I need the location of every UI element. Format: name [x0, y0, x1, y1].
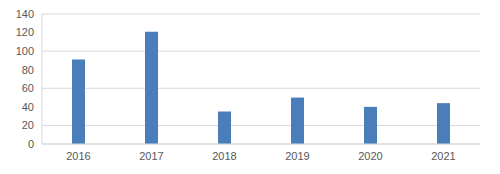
svg-text:40: 40 [22, 101, 34, 113]
svg-text:120: 120 [16, 26, 34, 38]
svg-text:2021: 2021 [431, 150, 455, 162]
svg-text:140: 140 [16, 8, 34, 20]
svg-text:2017: 2017 [139, 150, 163, 162]
svg-text:60: 60 [22, 82, 34, 94]
svg-text:0: 0 [28, 138, 34, 150]
svg-text:2019: 2019 [285, 150, 309, 162]
svg-text:2020: 2020 [358, 150, 382, 162]
svg-text:80: 80 [22, 64, 34, 76]
svg-text:2016: 2016 [66, 150, 90, 162]
svg-text:2018: 2018 [212, 150, 236, 162]
svg-text:100: 100 [16, 45, 34, 57]
svg-text:20: 20 [22, 119, 34, 131]
